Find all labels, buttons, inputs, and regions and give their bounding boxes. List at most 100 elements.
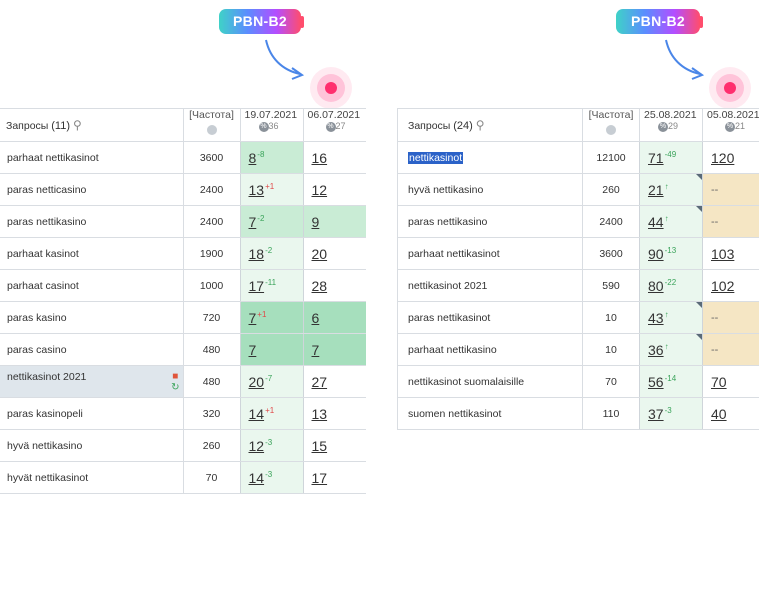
table-row[interactable]: paras netticasino 2400 13+1 12 <box>0 173 366 206</box>
position-value[interactable]: 17 <box>248 277 265 294</box>
table-row[interactable]: paras casino 480 7 7 <box>0 333 366 366</box>
position-cell[interactable]: 8-8 <box>239 141 303 174</box>
table-row[interactable]: hyvä nettikasino 260 21↑ -- <box>397 173 759 206</box>
position-value[interactable]: 37 <box>648 405 664 422</box>
position-value[interactable]: 7 <box>248 213 257 230</box>
position-cell[interactable]: 12-3 <box>239 429 303 462</box>
position-cell[interactable]: 27 <box>302 365 366 398</box>
position-value[interactable]: 21 <box>648 181 664 198</box>
position-cell[interactable]: 18-2 <box>239 237 303 270</box>
position-cell[interactable]: 17 <box>302 461 366 494</box>
position-value[interactable]: 12 <box>311 181 328 198</box>
table-row[interactable]: paras kasino 720 7+1 6 <box>0 301 366 334</box>
position-cell[interactable]: 103 <box>702 237 759 270</box>
position-value[interactable]: 120 <box>711 149 735 166</box>
position-value[interactable]: 18 <box>248 245 265 262</box>
position-value[interactable]: 9 <box>311 213 320 230</box>
position-value[interactable]: 16 <box>311 149 328 166</box>
position-value[interactable]: 20 <box>311 245 328 262</box>
position-value[interactable]: 102 <box>711 277 735 294</box>
position-cell[interactable]: 7 <box>302 333 366 366</box>
position-value[interactable]: 44 <box>648 213 664 230</box>
position-value[interactable]: 13 <box>311 405 328 422</box>
position-value[interactable]: 7 <box>248 309 257 326</box>
position-cell[interactable]: 20-7 <box>239 365 303 398</box>
position-cell[interactable]: 37-3 <box>639 397 703 430</box>
table-row[interactable]: parhaat kasinot 1900 18-2 20 <box>0 237 366 270</box>
position-cell[interactable]: 15 <box>302 429 366 462</box>
position-cell[interactable]: 36↑ <box>639 333 703 366</box>
keyword-cell[interactable]: nettikasinot 2021 ■ ↻ <box>0 365 183 398</box>
position-value[interactable]: 20 <box>248 373 265 390</box>
position-cell[interactable]: 13+1 <box>239 173 303 206</box>
position-cell[interactable]: 16 <box>302 141 366 174</box>
table-row[interactable]: hyvä nettikasino 260 12-3 15 <box>0 429 366 462</box>
table-row[interactable]: paras nettikasino 2400 7-2 9 <box>0 205 366 238</box>
position-value[interactable]: 103 <box>711 245 735 262</box>
date-column-header[interactable]: 25.08.2021 % 29 <box>639 108 703 142</box>
position-value[interactable]: 80 <box>648 277 664 294</box>
position-value[interactable]: 14 <box>248 405 265 422</box>
position-value[interactable]: 7 <box>248 341 257 358</box>
position-cell[interactable]: 120 <box>702 141 759 174</box>
position-cell[interactable]: 7 <box>239 333 303 366</box>
position-cell[interactable]: 14-3 <box>239 461 303 494</box>
position-cell[interactable]: 7+1 <box>239 301 303 334</box>
position-value[interactable]: 27 <box>311 373 328 390</box>
position-cell[interactable]: -- <box>702 333 759 366</box>
position-cell[interactable]: 56-14 <box>639 365 703 398</box>
table-row[interactable]: nettikasinot 2021 ■ ↻ 480 20-7 27 <box>0 365 366 398</box>
position-cell[interactable]: 102 <box>702 269 759 302</box>
refresh-icon[interactable]: ↻ <box>171 381 180 393</box>
position-cell[interactable]: 6 <box>302 301 366 334</box>
keyword-text-selected[interactable]: nettikasinot <box>408 151 464 164</box>
queries-header[interactable]: Запросы (24) ⚲ <box>397 108 583 142</box>
position-value[interactable]: 56 <box>648 373 664 390</box>
position-cell[interactable]: 20 <box>302 237 366 270</box>
date-column-header[interactable]: 06.07.2021 % 27 <box>302 108 366 142</box>
table-row[interactable]: paras nettikasinot 10 43↑ -- <box>397 301 759 334</box>
position-cell[interactable]: 40 <box>702 397 759 430</box>
table-row[interactable]: paras kasinopeli 320 14+1 13 <box>0 397 366 430</box>
position-cell[interactable]: 43↑ <box>639 301 703 334</box>
search-icon[interactable]: ⚲ <box>475 118 485 132</box>
position-value[interactable]: 70 <box>711 373 727 390</box>
position-cell[interactable]: 9 <box>302 205 366 238</box>
position-value[interactable]: 71 <box>648 149 664 166</box>
date-column-header[interactable]: 05.08.2021 % 21 <box>702 108 759 142</box>
frequency-header[interactable]: [Частота] <box>182 108 240 142</box>
position-value[interactable]: 8 <box>248 149 257 166</box>
position-cell[interactable]: 14+1 <box>239 397 303 430</box>
table-row[interactable]: suomen nettikasinot 110 37-3 40 <box>397 397 759 430</box>
frequency-header[interactable]: [Частота] <box>582 108 640 142</box>
position-value[interactable]: 13 <box>248 181 265 198</box>
position-cell[interactable]: 80-22 <box>639 269 703 302</box>
position-cell[interactable]: 21↑ <box>639 173 703 206</box>
position-cell[interactable]: 70 <box>702 365 759 398</box>
position-cell[interactable]: 7-2 <box>239 205 303 238</box>
keyword-cell[interactable]: nettikasinot <box>397 141 583 174</box>
position-cell[interactable]: -- <box>702 173 759 206</box>
table-row[interactable]: parhaat nettikasinot 3600 90-13 103 <box>397 237 759 270</box>
table-row[interactable]: hyvät nettikasinot 70 14-3 17 <box>0 461 366 494</box>
position-value[interactable]: 12 <box>248 437 265 454</box>
table-row[interactable]: parhaat nettikasino 10 36↑ -- <box>397 333 759 366</box>
position-cell[interactable]: 12 <box>302 173 366 206</box>
table-row[interactable]: nettikasinot 12100 71-49 120 <box>397 141 759 174</box>
position-value[interactable]: 6 <box>311 309 320 326</box>
position-cell[interactable]: 17-11 <box>239 269 303 302</box>
position-cell[interactable]: 13 <box>302 397 366 430</box>
date-column-header[interactable]: 19.07.2021 % 36 <box>239 108 303 142</box>
position-value[interactable]: 43 <box>648 309 664 326</box>
table-row[interactable]: paras nettikasino 2400 44↑ -- <box>397 205 759 238</box>
position-cell[interactable]: 71-49 <box>639 141 703 174</box>
position-value[interactable]: 36 <box>648 341 664 358</box>
position-value[interactable]: 15 <box>311 437 328 454</box>
position-cell[interactable]: 44↑ <box>639 205 703 238</box>
position-cell[interactable]: 28 <box>302 269 366 302</box>
trash-icon[interactable]: ■ <box>172 370 179 382</box>
position-cell[interactable]: 90-13 <box>639 237 703 270</box>
position-value[interactable]: 28 <box>311 277 328 294</box>
position-value[interactable]: 17 <box>311 469 328 486</box>
search-icon[interactable]: ⚲ <box>72 118 82 132</box>
